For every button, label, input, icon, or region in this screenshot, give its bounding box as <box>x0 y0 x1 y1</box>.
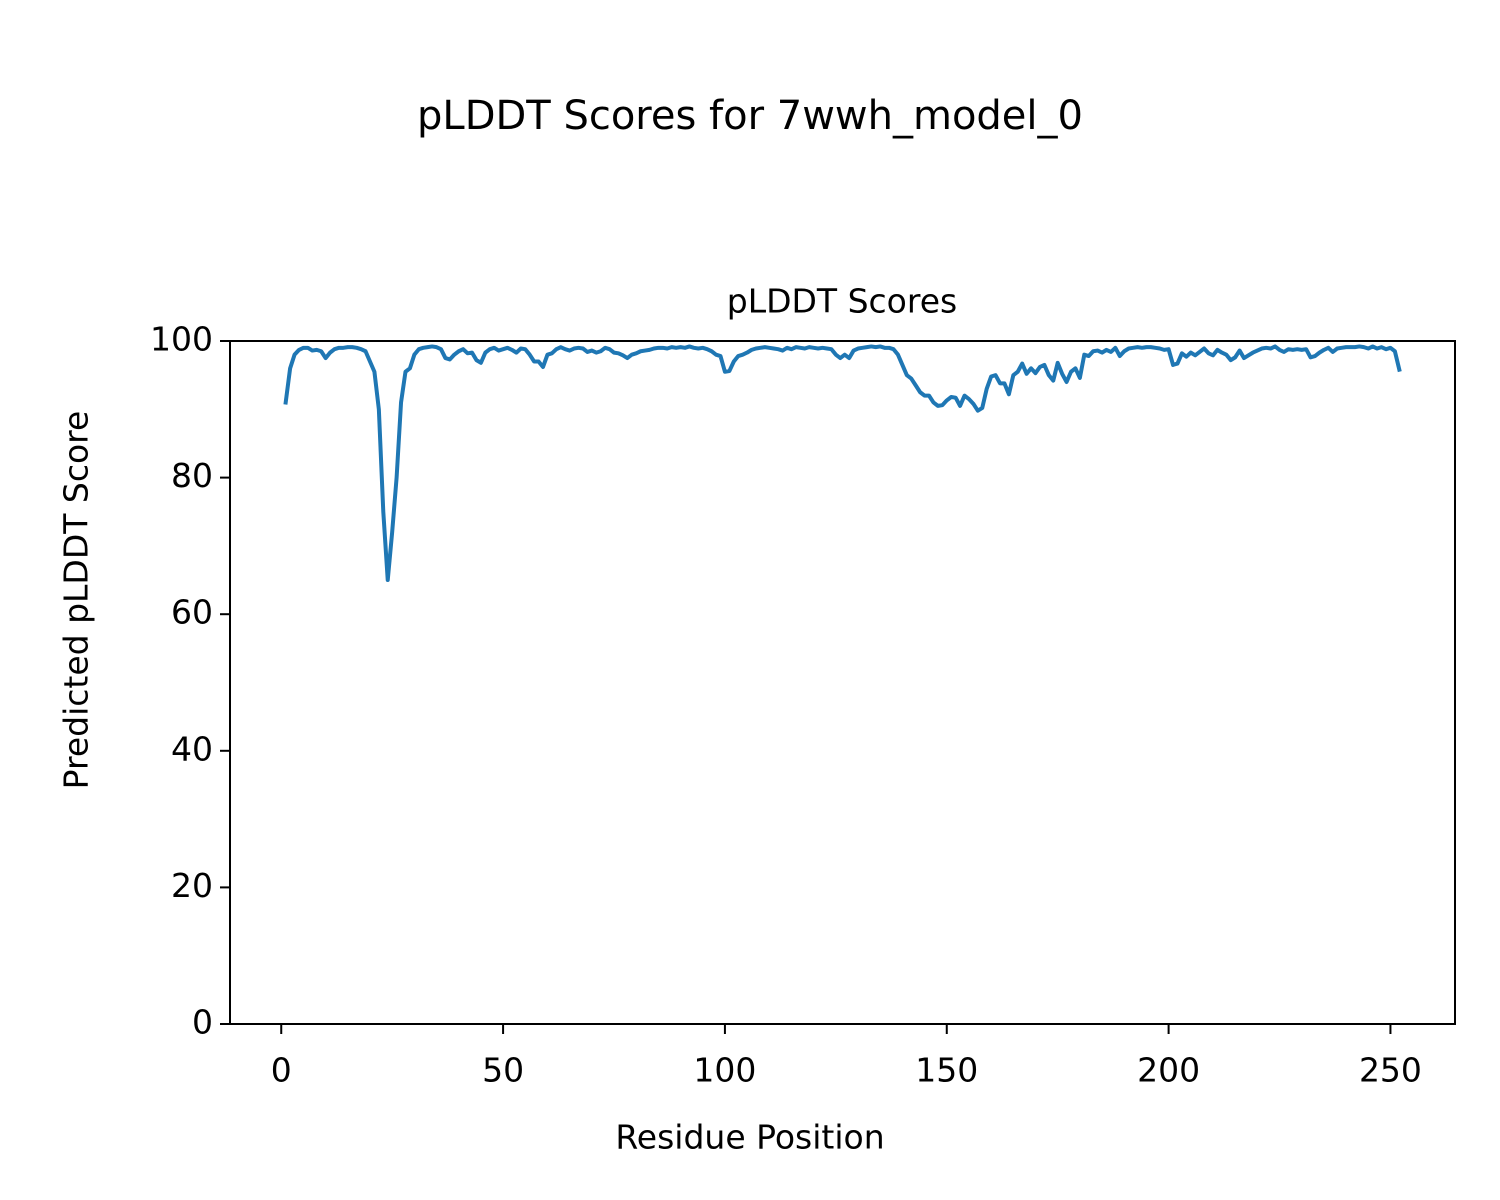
x-axis-label: Residue Position <box>615 1118 884 1157</box>
y-axis-label: Predicted pLDDT Score <box>57 411 96 790</box>
x-tick-label: 250 <box>1359 1051 1422 1090</box>
x-tick-label: 100 <box>693 1051 756 1090</box>
x-tick-label: 50 <box>482 1051 524 1090</box>
y-tick-label: 20 <box>171 866 213 905</box>
chart-title: pLDDT Scores for 7wwh_model_0 <box>417 93 1083 139</box>
y-tick-label: 40 <box>171 729 213 768</box>
y-tick-label: 100 <box>150 320 213 359</box>
x-tick-label: 200 <box>1137 1051 1200 1090</box>
y-tick-label: 80 <box>171 456 213 495</box>
plot-frame <box>229 340 1456 1025</box>
y-tick-label: 60 <box>171 593 213 632</box>
x-tick-label: 0 <box>271 1051 292 1090</box>
y-tick-label: 0 <box>192 1003 213 1042</box>
x-tick-label: 150 <box>915 1051 978 1090</box>
data-line <box>283 344 1402 583</box>
axes-title: pLDDT Scores <box>727 282 957 321</box>
